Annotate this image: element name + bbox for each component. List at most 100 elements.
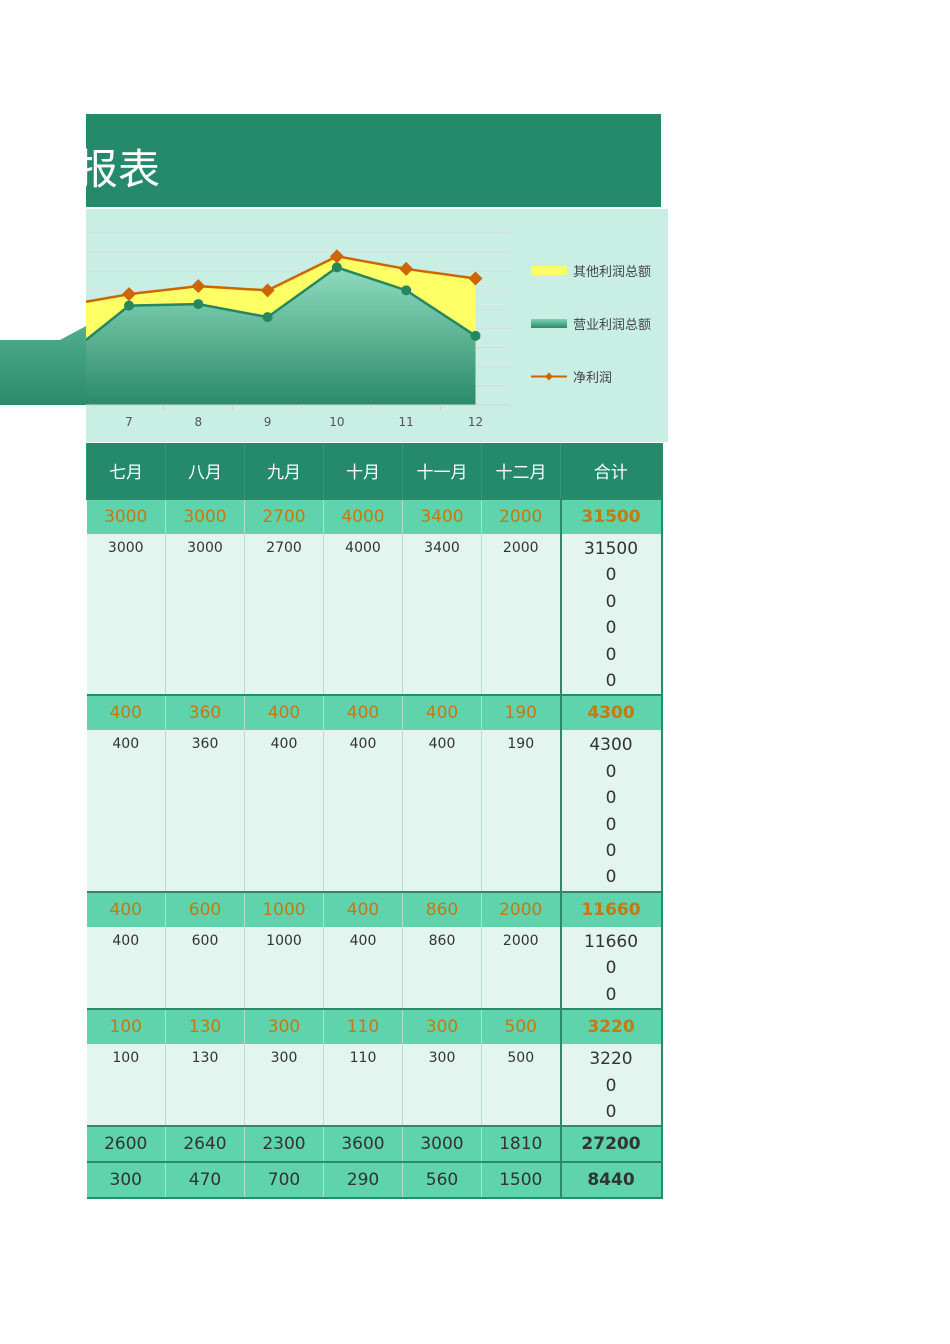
detail-row: 400 600 1000 400 860 2000 11660 0 0 — [86, 926, 663, 1010]
detail-cell: 860 — [402, 926, 482, 1010]
band-cell: 600 — [165, 890, 245, 927]
band-cell: 3000 — [165, 498, 245, 534]
band-cell: 860 — [402, 890, 482, 927]
band-cell: 2000 — [481, 498, 561, 534]
summary-cell: 3000 — [402, 1125, 482, 1163]
total-line: 0 — [605, 814, 617, 835]
x-tick-label: 11 — [399, 415, 414, 429]
legend-label: 营业利润总额 — [573, 318, 652, 333]
summary-cell: 2640 — [165, 1125, 245, 1163]
detail-cell: 190 — [481, 730, 561, 892]
column-header: 合计 — [560, 443, 663, 499]
total-line: 3220 — [589, 1049, 633, 1070]
band-cell: 1000 — [244, 890, 324, 927]
band-cell: 2000 — [481, 890, 561, 927]
detail-cell: 110 — [323, 1044, 403, 1127]
total-line: 0 — [605, 1075, 617, 1096]
detail-cell: 1000 — [244, 926, 324, 1010]
band-cell: 3220 — [559, 1008, 663, 1045]
detail-cell: 300 — [402, 1044, 482, 1127]
other-profit-area — [86, 256, 476, 341]
band-cell: 400 — [323, 694, 403, 731]
band-cell: 190 — [481, 694, 561, 731]
operating-profit-point — [470, 330, 481, 341]
detail-cell: 4000 — [323, 534, 403, 696]
detail-cell: 3000 — [165, 534, 245, 696]
summary-row: 300 470 700 290 560 1500 8440 — [86, 1161, 663, 1200]
net-profit-point — [191, 279, 206, 294]
section-total-row: 3000 3000 2700 4000 3400 2000 31500 — [86, 498, 663, 534]
summary-cell: 1810 — [481, 1125, 561, 1163]
operating-profit-area — [86, 267, 476, 405]
summary-row: 2600 2640 2300 3600 3000 1810 27200 — [86, 1125, 663, 1163]
band-cell: 360 — [165, 694, 245, 731]
total-cell: 31500 0 0 0 0 0 — [559, 534, 663, 696]
detail-row: 400 360 400 400 400 190 4300 0 0 0 0 0 — [86, 730, 663, 892]
section-total-row: 100 130 300 110 300 500 3220 — [86, 1008, 663, 1045]
x-tick-label: 12 — [468, 415, 483, 429]
summary-cell: 470 — [165, 1161, 245, 1200]
detail-cell: 130 — [165, 1044, 245, 1127]
legend-line-marker-icon — [531, 372, 567, 381]
detail-cell: 400 — [323, 730, 403, 892]
operating-profit-point — [331, 262, 342, 273]
header-row: 七月 八月 九月 十月 十一月 十二月 合计 — [86, 443, 663, 499]
summary-cell: 8440 — [559, 1161, 663, 1200]
total-cell: 4300 0 0 0 0 0 — [559, 730, 663, 892]
profit-chart: 7 8 9 10 11 12 其他利润总额 营业利润总额 净利润 — [85, 209, 668, 442]
legend-other-profit: 其他利润总额 — [531, 261, 651, 280]
summary-cell: 27200 — [559, 1125, 663, 1163]
detail-cell: 400 — [86, 926, 166, 1010]
legend-net-profit: 净利润 — [531, 367, 612, 386]
summary-cell: 290 — [323, 1161, 403, 1200]
chart-overflow-area — [0, 326, 86, 405]
band-cell: 31500 — [559, 498, 663, 534]
total-line: 0 — [605, 841, 617, 862]
legend-swatch-yellow — [531, 266, 567, 275]
detail-cell: 2000 — [481, 534, 561, 696]
x-tick-label: 9 — [264, 415, 272, 429]
summary-cell: 1500 — [481, 1161, 561, 1200]
detail-cell: 300 — [244, 1044, 324, 1127]
band-cell: 500 — [481, 1008, 561, 1045]
column-header: 十一月 — [402, 443, 482, 499]
detail-cell: 400 — [323, 926, 403, 1010]
detail-cell: 400 — [402, 730, 482, 892]
total-line: 0 — [605, 984, 617, 1005]
title-banner: 报表 — [76, 114, 661, 207]
band-cell: 4300 — [559, 694, 663, 731]
summary-cell: 3600 — [323, 1125, 403, 1163]
band-cell: 130 — [165, 1008, 245, 1045]
summary-cell: 300 — [86, 1161, 166, 1200]
total-line: 4300 — [589, 735, 633, 756]
total-line: 31500 — [583, 539, 639, 559]
summary-cell: 2600 — [86, 1125, 166, 1163]
total-line: 0 — [605, 565, 617, 586]
band-cell: 400 — [86, 694, 166, 731]
total-line: 0 — [605, 958, 617, 979]
band-cell: 110 — [323, 1008, 403, 1045]
summary-cell: 2300 — [244, 1125, 324, 1163]
chart-plot: 7 8 9 10 11 12 — [85, 232, 511, 429]
band-cell: 400 — [323, 890, 403, 927]
net-profit-point — [329, 249, 344, 264]
net-profit-point — [468, 271, 483, 286]
detail-row: 3000 3000 2700 4000 3400 2000 31500 0 0 0 0 0 — [86, 534, 663, 696]
legend-label: 其他利润总额 — [573, 265, 652, 280]
summary-cell: 560 — [402, 1161, 482, 1200]
total-cell: 11660 0 0 — [559, 926, 663, 1010]
detail-cell: 100 — [86, 1044, 166, 1127]
band-cell: 3400 — [402, 498, 482, 534]
band-cell: 100 — [86, 1008, 166, 1045]
total-line: 0 — [605, 644, 617, 665]
detail-cell: 2700 — [244, 534, 324, 696]
total-line: 0 — [605, 618, 617, 639]
operating-profit-point — [124, 300, 134, 311]
total-cell: 3220 0 0 — [559, 1044, 663, 1127]
column-header: 九月 — [244, 443, 324, 499]
detail-row: 100 130 300 110 300 500 3220 0 0 — [86, 1044, 663, 1127]
x-tick-label: 7 — [125, 415, 133, 429]
net-profit-point — [260, 283, 275, 298]
band-cell: 2700 — [244, 498, 324, 534]
total-line: 11660 — [583, 931, 639, 952]
